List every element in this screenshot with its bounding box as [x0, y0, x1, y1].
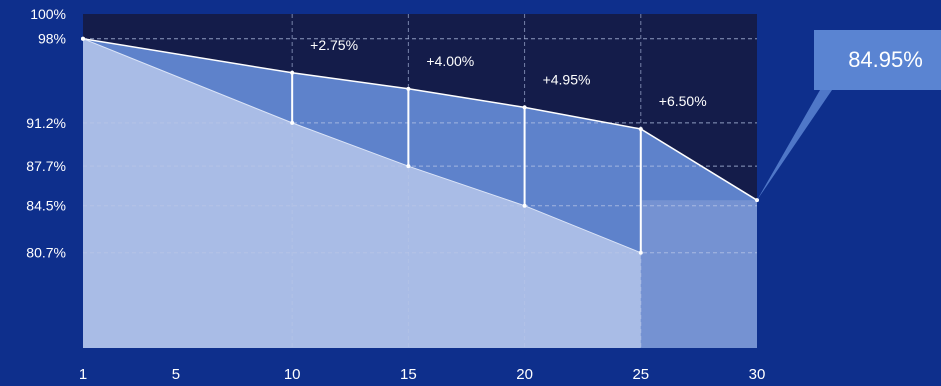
series-line-upper — [82, 37, 758, 201]
x-tick-label: 15 — [400, 366, 417, 383]
lower-area — [83, 38, 641, 348]
x-tick-label: 20 — [516, 366, 533, 383]
gain-label: +6.50% — [659, 93, 707, 109]
plot-area: +2.75% +4.00% +4.95% +6.50% — [81, 14, 759, 348]
x-tick-label: 30 — [749, 366, 766, 383]
y-tick-label: 98% — [38, 31, 66, 47]
callout-pointer — [757, 90, 832, 201]
callout-label: 84.95% — [848, 47, 923, 72]
grid-layer — [83, 14, 757, 348]
y-tick-label: 87.7% — [26, 158, 66, 174]
y-tick-label: 80.7% — [26, 245, 66, 261]
x-tick-label: 5 — [172, 366, 180, 383]
x-tick-label: 25 — [632, 366, 649, 383]
area-layer — [83, 38, 757, 348]
y-axis: 100% 98% 91.2% 87.7% 84.5% 80.7% — [26, 6, 66, 261]
x-tick-label: 1 — [79, 366, 87, 383]
x-axis: 1 5 10 15 20 25 30 — [79, 366, 766, 383]
tail-area — [640, 200, 757, 348]
x-tick-label: 10 — [284, 366, 301, 383]
callout-group: 84.95% — [757, 30, 941, 201]
y-tick-label: 100% — [30, 6, 66, 22]
gain-label: +2.75% — [310, 37, 358, 53]
y-tick-label: 84.5% — [26, 198, 66, 214]
y-tick-label: 91.2% — [26, 115, 66, 131]
gain-layer: +2.75% +4.00% +4.95% +6.50% — [291, 37, 707, 253]
callout-box — [814, 30, 941, 90]
gain-label: +4.95% — [543, 71, 591, 87]
point-lower — [81, 36, 85, 41]
gain-label: +4.00% — [426, 53, 474, 69]
